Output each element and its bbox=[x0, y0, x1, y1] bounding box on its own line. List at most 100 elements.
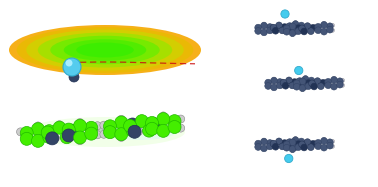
Circle shape bbox=[289, 23, 296, 30]
Circle shape bbox=[313, 140, 318, 144]
Circle shape bbox=[321, 28, 327, 35]
Circle shape bbox=[290, 148, 294, 153]
Circle shape bbox=[322, 21, 326, 25]
Circle shape bbox=[292, 137, 299, 143]
Circle shape bbox=[115, 116, 128, 129]
Circle shape bbox=[318, 83, 324, 90]
Circle shape bbox=[73, 131, 87, 144]
Circle shape bbox=[17, 128, 25, 136]
Circle shape bbox=[126, 118, 139, 131]
Circle shape bbox=[340, 83, 345, 87]
Circle shape bbox=[312, 82, 316, 87]
Circle shape bbox=[270, 24, 277, 31]
Circle shape bbox=[142, 118, 150, 126]
Circle shape bbox=[135, 115, 148, 128]
Circle shape bbox=[260, 138, 267, 145]
Circle shape bbox=[266, 27, 273, 34]
Circle shape bbox=[143, 124, 156, 137]
Circle shape bbox=[255, 28, 262, 34]
Circle shape bbox=[295, 140, 302, 147]
Circle shape bbox=[270, 140, 277, 147]
Circle shape bbox=[280, 79, 287, 86]
Circle shape bbox=[289, 82, 296, 89]
Circle shape bbox=[260, 145, 267, 152]
Circle shape bbox=[260, 22, 267, 29]
Circle shape bbox=[146, 117, 158, 129]
Circle shape bbox=[305, 83, 312, 90]
Circle shape bbox=[43, 125, 56, 138]
Circle shape bbox=[157, 113, 170, 126]
Circle shape bbox=[308, 81, 315, 87]
Circle shape bbox=[298, 142, 305, 148]
Circle shape bbox=[313, 24, 318, 28]
Circle shape bbox=[299, 141, 305, 148]
Circle shape bbox=[104, 120, 116, 133]
Circle shape bbox=[281, 10, 289, 18]
Circle shape bbox=[310, 140, 316, 147]
Circle shape bbox=[135, 128, 143, 135]
Circle shape bbox=[336, 81, 343, 88]
Circle shape bbox=[286, 26, 293, 33]
Circle shape bbox=[296, 81, 303, 88]
Circle shape bbox=[307, 28, 314, 35]
Circle shape bbox=[270, 145, 274, 149]
Circle shape bbox=[117, 115, 125, 123]
Circle shape bbox=[157, 124, 170, 137]
Circle shape bbox=[290, 33, 294, 37]
Circle shape bbox=[51, 134, 59, 142]
Circle shape bbox=[302, 76, 309, 82]
Circle shape bbox=[177, 124, 185, 132]
Circle shape bbox=[289, 30, 296, 36]
Circle shape bbox=[299, 25, 305, 32]
Circle shape bbox=[302, 27, 306, 32]
Circle shape bbox=[325, 82, 332, 89]
Circle shape bbox=[291, 79, 298, 85]
Circle shape bbox=[283, 144, 290, 151]
Circle shape bbox=[46, 132, 59, 145]
Circle shape bbox=[255, 24, 262, 31]
Circle shape bbox=[299, 85, 306, 91]
Circle shape bbox=[301, 78, 305, 82]
Circle shape bbox=[65, 124, 78, 137]
Circle shape bbox=[296, 78, 303, 85]
Circle shape bbox=[327, 23, 333, 30]
Circle shape bbox=[93, 122, 101, 130]
Circle shape bbox=[286, 23, 293, 30]
Circle shape bbox=[302, 143, 306, 148]
Circle shape bbox=[299, 78, 306, 85]
Circle shape bbox=[330, 23, 335, 27]
Circle shape bbox=[304, 23, 311, 30]
Circle shape bbox=[65, 59, 73, 67]
Circle shape bbox=[315, 24, 322, 30]
Ellipse shape bbox=[64, 39, 146, 61]
Circle shape bbox=[73, 119, 87, 132]
Circle shape bbox=[289, 139, 296, 146]
Ellipse shape bbox=[25, 117, 185, 147]
Circle shape bbox=[281, 140, 288, 146]
Circle shape bbox=[62, 129, 75, 142]
Circle shape bbox=[266, 24, 273, 30]
Circle shape bbox=[301, 144, 307, 151]
Circle shape bbox=[307, 144, 314, 151]
Circle shape bbox=[43, 131, 56, 144]
Circle shape bbox=[41, 126, 54, 139]
Circle shape bbox=[115, 128, 128, 141]
Circle shape bbox=[293, 30, 297, 34]
Circle shape bbox=[117, 133, 125, 141]
Circle shape bbox=[280, 84, 285, 88]
Circle shape bbox=[168, 120, 181, 134]
Circle shape bbox=[286, 139, 293, 145]
Circle shape bbox=[60, 131, 73, 144]
Circle shape bbox=[271, 77, 277, 84]
Circle shape bbox=[276, 138, 282, 145]
Circle shape bbox=[53, 121, 66, 134]
Circle shape bbox=[322, 137, 326, 141]
Circle shape bbox=[100, 130, 108, 138]
Circle shape bbox=[292, 143, 299, 150]
Circle shape bbox=[272, 27, 279, 34]
Circle shape bbox=[292, 21, 299, 27]
Circle shape bbox=[309, 85, 313, 89]
Ellipse shape bbox=[50, 36, 160, 64]
Circle shape bbox=[59, 125, 67, 133]
Circle shape bbox=[282, 26, 286, 30]
